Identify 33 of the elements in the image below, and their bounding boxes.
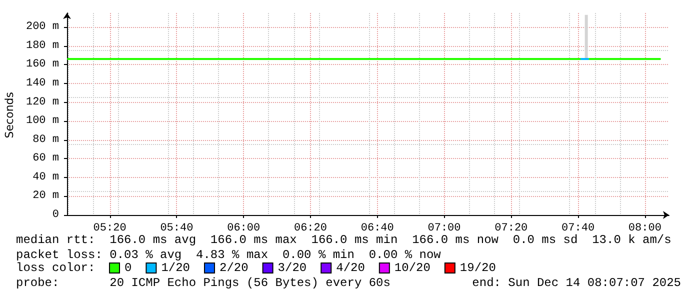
- y-tick-label: 140 m: [26, 77, 60, 90]
- legend-label: 19/20: [460, 261, 496, 275]
- text: probe: 20 ICMP Echo Pings (56 Bytes) every 60s: [16, 276, 390, 290]
- y-tick-label: 80 m: [32, 134, 60, 146]
- y-tick-label: 200 m: [26, 21, 60, 34]
- x-tick-label: 06:00: [227, 222, 260, 234]
- x-tick-label: 06:40: [360, 222, 394, 234]
- x-tick-label: 08:00: [628, 222, 662, 234]
- y-tick-label: 160 m: [26, 58, 60, 71]
- y-tick-label: 40 m: [32, 171, 60, 184]
- y-tick-label: 120 m: [26, 96, 60, 108]
- x-tick-label: 07:20: [494, 222, 528, 234]
- x-tick-label: 07:00: [428, 222, 461, 234]
- text: end: Sun Dec 14 08:07:07 2025: [472, 276, 682, 290]
- text: packet loss: 0.03 % avg 4.83 % max 0.00 % min 0.00 % now: [16, 248, 442, 262]
- y-tick-label: 20 m: [32, 190, 60, 202]
- legend-title: loss color:: [16, 261, 96, 275]
- legend-label: 1/20: [161, 261, 190, 275]
- legend-label: 3/20: [278, 261, 307, 275]
- x-tick-label: 05:40: [160, 222, 194, 234]
- legend-label: 0: [124, 261, 132, 275]
- y-tick-label: 60 m: [32, 152, 60, 165]
- x-tick-label: 05:20: [93, 222, 126, 234]
- text: median rtt: 166.0 ms avg 166.0 ms max 166.0 ms min 166.0 ms now 0.0 ms sd 13.0 k am/s: [16, 233, 672, 247]
- legend-label: 4/20: [336, 261, 365, 275]
- y-tick-label: 0: [52, 209, 59, 221]
- x-tick-label: 07:40: [562, 222, 595, 234]
- y-tick-label: 100 m: [26, 115, 60, 128]
- legend-label: 2/20: [220, 261, 248, 275]
- x-tick-label: 06:20: [294, 222, 327, 234]
- legend-label: 10/20: [394, 261, 430, 275]
- y-axis-title: Seconds: [3, 92, 16, 138]
- y-tick-label: 180 m: [26, 40, 60, 52]
